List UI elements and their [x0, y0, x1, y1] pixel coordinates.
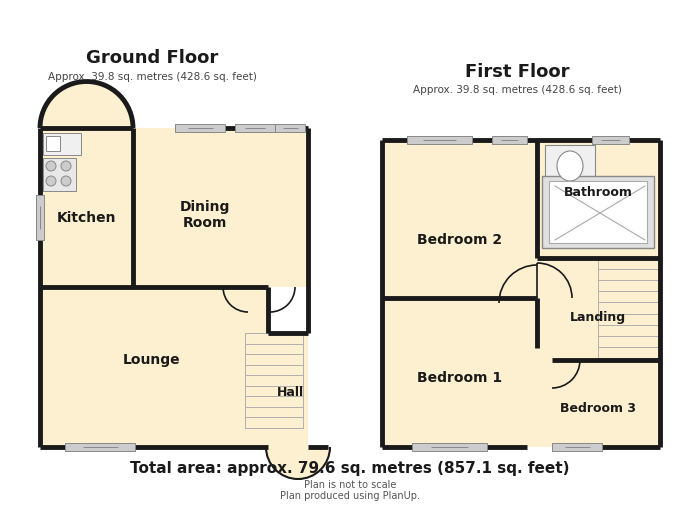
- Polygon shape: [268, 333, 308, 447]
- Text: Plan produced using PlanUp.: Plan produced using PlanUp.: [280, 491, 420, 501]
- Text: Total area: approx. 79.6 sq. metres (857.1 sq. feet): Total area: approx. 79.6 sq. metres (857…: [130, 462, 570, 476]
- Text: Ground Floor: Ground Floor: [86, 49, 218, 67]
- Bar: [542, 176, 654, 248]
- Circle shape: [61, 176, 71, 186]
- Bar: [65, 443, 135, 451]
- Polygon shape: [40, 128, 308, 287]
- Circle shape: [61, 161, 71, 171]
- Text: First Floor: First Floor: [465, 63, 569, 81]
- Bar: [275, 124, 305, 132]
- Polygon shape: [537, 140, 660, 258]
- Bar: [36, 195, 44, 240]
- Text: Bedroom 3: Bedroom 3: [560, 402, 636, 414]
- Text: Plan is not to scale: Plan is not to scale: [304, 480, 396, 490]
- Polygon shape: [382, 298, 537, 447]
- Ellipse shape: [557, 151, 583, 181]
- Text: Kitchen: Kitchen: [57, 211, 117, 225]
- Text: Bedroom 2: Bedroom 2: [417, 233, 503, 247]
- Bar: [412, 443, 487, 451]
- Text: Bathroom: Bathroom: [564, 186, 632, 200]
- Bar: [407, 136, 472, 144]
- Polygon shape: [382, 140, 537, 298]
- Text: Dining
Room: Dining Room: [180, 200, 230, 230]
- Bar: [592, 136, 629, 144]
- Polygon shape: [40, 287, 268, 447]
- Bar: [549, 181, 647, 243]
- Text: Landing: Landing: [570, 312, 626, 325]
- Wedge shape: [266, 447, 330, 479]
- Bar: [43, 133, 81, 155]
- Text: Bedroom 1: Bedroom 1: [417, 371, 503, 385]
- Bar: [552, 443, 602, 451]
- Circle shape: [46, 161, 56, 171]
- Text: Lounge: Lounge: [123, 353, 181, 367]
- Circle shape: [46, 176, 56, 186]
- Bar: [492, 136, 527, 144]
- Text: Approx. 39.8 sq. metres (428.6 sq. feet): Approx. 39.8 sq. metres (428.6 sq. feet): [412, 85, 622, 95]
- Bar: [235, 124, 275, 132]
- Bar: [545, 145, 595, 187]
- Wedge shape: [40, 81, 133, 128]
- Polygon shape: [537, 258, 660, 360]
- Bar: [46, 136, 60, 151]
- Text: Hall: Hall: [276, 386, 304, 400]
- Text: Approx. 39.8 sq. metres (428.6 sq. feet): Approx. 39.8 sq. metres (428.6 sq. feet): [48, 72, 256, 82]
- Bar: [43, 158, 76, 191]
- Bar: [175, 124, 225, 132]
- Polygon shape: [537, 360, 660, 447]
